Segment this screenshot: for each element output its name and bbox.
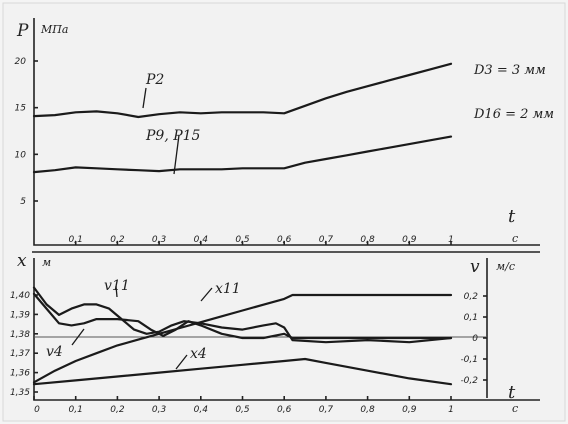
- displacement-series-line-1: [32, 293, 453, 384]
- x11-series-label: x11: [215, 281, 241, 297]
- pressure-series: [32, 62, 453, 174]
- v11-series-label: v11: [104, 278, 130, 294]
- pressure-x-ticks: 0,1 0,2 0,3 0,4 0,5 0,6 0,7 0,8 0,9 1: [69, 235, 454, 245]
- displacement-x-tick-label: 0,8: [360, 405, 375, 415]
- displacement-series: [32, 286, 453, 386]
- displacement-y-tick-label: 1,37: [10, 349, 30, 359]
- velocity-y-tick-label: 0,2: [464, 292, 479, 302]
- p9-label-pointer: [173, 134, 180, 175]
- velocity-axis-label: v: [470, 257, 480, 277]
- velocity-y-tick-label: -0,2: [460, 376, 478, 386]
- pressure-x-tick-label: 0,2: [110, 235, 125, 245]
- pressure-y-ticks: 5 10 15 20: [15, 57, 38, 207]
- displacement-unit: м: [42, 256, 51, 269]
- pressure-panel: P МПа t с D3 = 3 мм D16 = 2 мм 5 10 15 20 0…: [15, 18, 554, 253]
- velocity-y-tick-label: 0,1: [464, 313, 478, 323]
- pressure-y-tick-label: 10: [15, 150, 27, 160]
- pressure-series-line-1: [32, 62, 453, 119]
- pressure-x-tick-label: 0,3: [152, 235, 167, 245]
- displacement-x-tick-label: 0,5: [235, 405, 250, 415]
- time-unit-bottom: с: [512, 402, 518, 415]
- displacement-y-tick-label: 1,40: [10, 291, 30, 301]
- d16-annotation: D16 = 2 мм: [473, 107, 554, 122]
- velocity-unit: м/с: [496, 260, 515, 273]
- pressure-x-tick-label: 0,5: [235, 235, 250, 245]
- velocity-y-tick-label: 0: [472, 334, 478, 344]
- displacement-x-tick-label: 0,9: [402, 405, 417, 415]
- v4-label-pointer: [71, 328, 85, 346]
- pressure-axis-label: P: [16, 21, 29, 41]
- pressure-series-line-2: [32, 135, 453, 174]
- time-axis-label-top: t: [508, 206, 516, 227]
- velocity-y-tick-label: -0,1: [460, 355, 478, 365]
- displacement-x-tick-label: 0,6: [277, 405, 292, 415]
- v4-series-label: v4: [46, 344, 63, 360]
- displacement-series-line-3: [32, 286, 453, 344]
- displacement-x-tick-label: 0,1: [69, 405, 83, 415]
- pressure-x-tick-label: 1: [448, 235, 454, 245]
- x11-label-pointer: [200, 287, 213, 302]
- pressure-x-tick-label: 0,8: [360, 235, 375, 245]
- velocity-y-ticks: -0,2 -0,1 0 0,1 0,2: [460, 292, 487, 386]
- p9-p15-series-label: P9, P15: [145, 128, 201, 144]
- displacement-y-tick-label: 1,38: [10, 330, 30, 340]
- x4-label-pointer: [175, 354, 188, 370]
- v11-label-pointer: [115, 285, 118, 298]
- displacement-x-ticks: 0 0,1 0,2 0,3 0,4 0,5 0,6 0,7 0,8 0,9 1: [33, 396, 454, 415]
- displacement-y-tick-label: 1,39: [10, 310, 30, 320]
- displacement-y-tick-label: 1,36: [10, 369, 30, 379]
- displacement-panel: x м v м/с t с 1,35 1,36 1,37 1,38 1,39 1,40 -…: [10, 251, 540, 415]
- pressure-unit: МПа: [40, 23, 68, 36]
- displacement-axis-label: x: [17, 251, 27, 271]
- displacement-x-tick-label: 0,4: [194, 405, 209, 415]
- displacement-x-tick-label: 1: [448, 405, 454, 415]
- displacement-y-tick-label: 1,35: [10, 388, 30, 398]
- pressure-x-tick-label: 0,1: [69, 235, 83, 245]
- time-unit-top: с: [512, 232, 518, 245]
- displacement-x-tick-label: 0,3: [152, 405, 167, 415]
- displacement-series-line-2: [32, 357, 453, 386]
- displacement-x-tick-label: 0,7: [319, 405, 334, 415]
- pressure-x-tick-label: 0,9: [402, 235, 417, 245]
- pressure-y-tick-label: 20: [15, 57, 27, 67]
- displacement-x-tick-label: 0: [34, 405, 40, 415]
- pressure-x-tick-label: 0,6: [277, 235, 292, 245]
- pressure-x-tick-label: 0,7: [319, 235, 334, 245]
- d3-annotation: D3 = 3 мм: [473, 63, 546, 78]
- pressure-y-tick-label: 5: [20, 197, 26, 207]
- pressure-y-tick-label: 15: [15, 104, 27, 114]
- pressure-frame: [33, 18, 540, 246]
- displacement-series-line-4: [32, 292, 453, 340]
- x4-series-label: x4: [190, 346, 207, 362]
- displacement-y-ticks: 1,35 1,36 1,37 1,38 1,39 1,40: [10, 291, 38, 398]
- p2-label-pointer: [142, 87, 147, 109]
- time-axis-label-bottom: t: [508, 382, 516, 403]
- pressure-x-tick-label: 0,4: [194, 235, 209, 245]
- displacement-x-tick-label: 0,2: [110, 405, 125, 415]
- p2-series-label: P2: [145, 72, 164, 88]
